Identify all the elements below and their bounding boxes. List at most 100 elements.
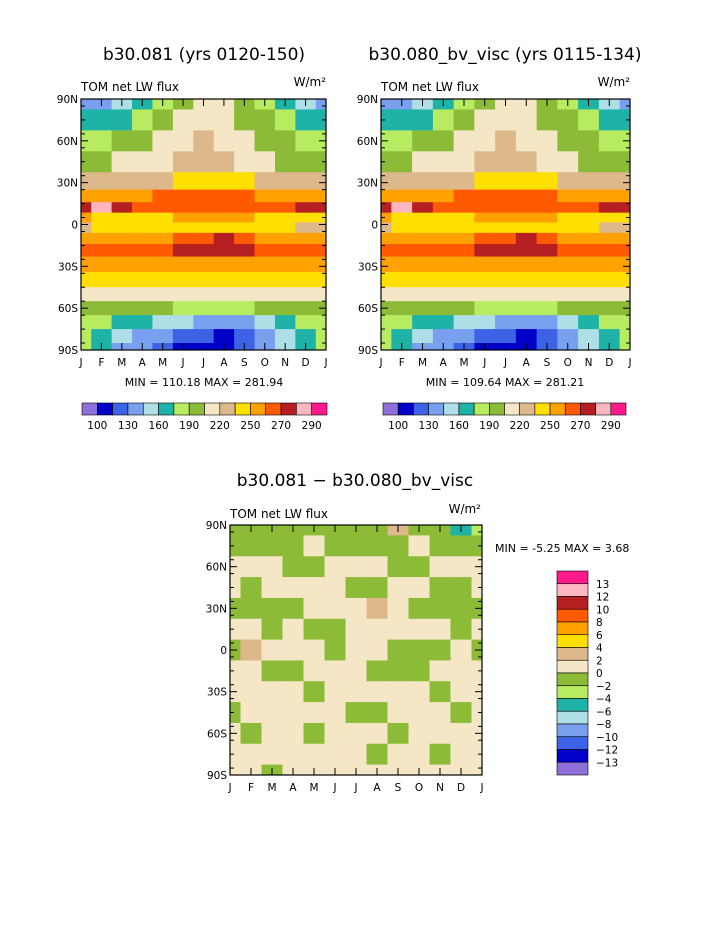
contour-cell — [132, 202, 153, 214]
contour-cell — [598, 189, 621, 203]
contour-cell — [619, 287, 631, 302]
contour-cell — [132, 109, 153, 131]
x-tick-label: S — [241, 357, 248, 369]
contour-cell — [557, 287, 579, 302]
contour-cell — [303, 660, 325, 682]
x-tick-label: O — [415, 782, 423, 794]
contour-cell — [324, 618, 346, 641]
contour-cell — [111, 232, 133, 245]
contour-cell — [111, 130, 133, 152]
contour-cell — [111, 202, 133, 214]
contour-cell — [387, 577, 409, 599]
contour-cell — [213, 151, 235, 173]
contour-cell — [412, 212, 434, 223]
contour-cell — [345, 556, 367, 578]
legend-swatch — [413, 402, 429, 416]
contour-cell — [619, 271, 631, 288]
contour-cell — [429, 597, 451, 620]
contour-cell — [81, 189, 92, 203]
contour-cell — [274, 232, 296, 245]
contour-cell — [152, 130, 174, 152]
contour-cell — [474, 301, 496, 316]
x-tick-label: J — [332, 782, 336, 794]
contour-cell — [495, 202, 517, 214]
contour-cell — [303, 535, 325, 557]
contour-cell — [295, 109, 317, 131]
contour-cell — [274, 329, 296, 344]
legend-label: 100 — [87, 420, 107, 432]
contour-cell — [111, 301, 133, 316]
x-tick-label: J — [323, 357, 327, 369]
legend-swatch — [534, 402, 551, 416]
contour-cell — [230, 660, 241, 682]
contour-cell — [282, 577, 304, 599]
contour-cell — [578, 301, 600, 316]
contour-cell — [515, 271, 538, 288]
contour-cell — [619, 202, 631, 214]
contour-cell — [152, 189, 174, 203]
contour-cell — [152, 301, 174, 316]
contour-cell — [172, 109, 194, 131]
contour-cell — [412, 151, 434, 173]
legend-swatch — [556, 634, 589, 648]
contour-cell — [557, 301, 579, 316]
contour-cell — [429, 660, 451, 682]
legend-label: 220 — [210, 420, 230, 432]
contour-cell — [315, 212, 327, 223]
contour-cell — [213, 315, 235, 330]
contour-cell — [536, 232, 558, 245]
contour-cell — [261, 639, 283, 661]
contour-cell — [536, 109, 558, 131]
legend-swatch — [556, 608, 589, 623]
contour-cell — [240, 597, 262, 620]
legend-label: 12 — [596, 592, 609, 604]
legend-swatch — [580, 402, 596, 416]
contour-cell — [557, 271, 579, 288]
contour-cell — [274, 151, 296, 173]
contour-cell — [619, 256, 631, 273]
contour-cell — [81, 99, 92, 110]
x-tick-label: J — [201, 357, 205, 369]
y-tick-label: 90S — [358, 345, 378, 357]
contour-cell — [381, 151, 392, 173]
contour-cell — [453, 256, 475, 273]
contour-cell — [536, 189, 558, 203]
legend-swatch — [397, 402, 414, 416]
contour-cell — [91, 271, 113, 288]
contour-cell — [536, 329, 558, 344]
contour-cell — [408, 577, 430, 599]
contour-cell — [324, 702, 346, 724]
contour-cell — [450, 660, 472, 682]
contour-cell — [471, 743, 483, 766]
contour-cell — [230, 525, 241, 536]
contour-cell — [261, 681, 283, 703]
legend-swatch — [556, 647, 589, 661]
contour-cell — [391, 212, 413, 223]
contour-cell — [381, 232, 392, 245]
contour-cell — [598, 109, 621, 131]
x-tick-label: A — [440, 357, 448, 369]
contour-cell — [111, 315, 133, 330]
contour-cell — [274, 212, 296, 223]
contour-cell — [495, 301, 517, 316]
contour-cell — [432, 172, 455, 191]
contour-cell — [152, 222, 174, 234]
y-tick-label: 90N — [206, 520, 227, 532]
contour-cell — [471, 577, 483, 599]
legend-swatch — [564, 402, 581, 416]
contour-cell — [234, 256, 256, 273]
contour-cell — [172, 222, 194, 234]
contour-cell — [412, 172, 434, 191]
legend-swatch — [489, 402, 505, 416]
contour-cell — [91, 189, 113, 203]
contour-cell — [598, 172, 621, 191]
legend-label: 130 — [419, 420, 439, 432]
contour-cell — [111, 172, 133, 191]
contour-cell — [303, 681, 325, 703]
x-tick-label: O — [261, 357, 269, 369]
contour-cell — [274, 109, 296, 131]
contour-cell — [474, 315, 496, 330]
contour-cell — [471, 764, 483, 776]
contour-cell — [598, 151, 621, 173]
